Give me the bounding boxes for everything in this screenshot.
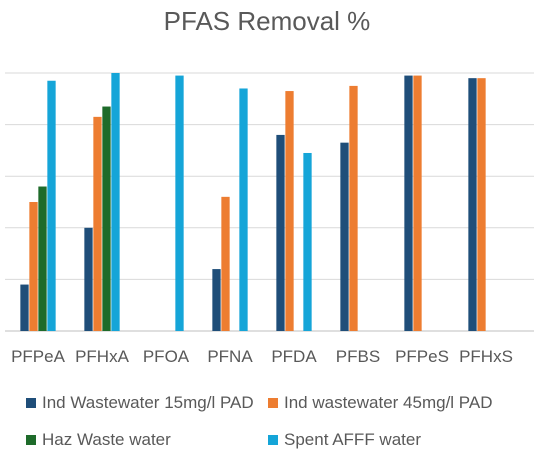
legend-label-3: Spent AFFF water	[284, 430, 421, 449]
x-tick-label-2: PFOA	[143, 347, 190, 366]
legend-label-2: Haz Waste water	[42, 430, 171, 449]
bar-PFHxS-series-1	[477, 78, 486, 331]
bar-PFHxA-series-1	[93, 116, 102, 331]
bar-PFPeS-series-0	[404, 75, 413, 331]
bar-PFPeA-series-3	[47, 80, 56, 332]
bar-PFHxS-series-0	[468, 78, 477, 331]
chart-title: PFAS Removal %	[163, 6, 371, 36]
x-tick-label-6: PFPeS	[395, 347, 449, 366]
legend-item-1: Ind wastewater 45mg/l PAD	[268, 393, 493, 413]
bar-PFNA-series-0	[212, 269, 221, 331]
legend-item-3: Spent AFFF water	[268, 430, 421, 450]
legend-swatch-3	[268, 435, 278, 445]
bar-PFDA-series-1	[285, 91, 294, 331]
legend-swatch-1	[268, 398, 278, 408]
x-tick-label-0: PFPeA	[11, 347, 66, 366]
bar-PFNA-series-1	[221, 196, 230, 331]
legend-swatch-0	[26, 398, 36, 408]
bar-PFHxA-series-0	[84, 227, 93, 331]
bar-PFBS-series-1	[349, 85, 358, 332]
bar-PFHxA-series-3	[111, 73, 120, 331]
legend-item-0: Ind Wastewater 15mg/l PAD	[26, 393, 254, 413]
bar-PFPeA-series-2	[38, 186, 47, 331]
legend-item-2: Haz Waste water	[26, 430, 171, 450]
bar-PFBS-series-0	[340, 142, 349, 331]
bar-PFPeA-series-0	[20, 284, 29, 331]
bar-PFDA-series-0	[276, 134, 285, 331]
x-tick-label-5: PFBS	[336, 347, 380, 366]
x-tick-label-4: PFDA	[271, 347, 317, 366]
legend-label-1: Ind wastewater 45mg/l PAD	[284, 393, 493, 412]
legend-swatch-2	[26, 435, 36, 445]
bar-PFPeS-series-1	[413, 75, 422, 331]
bar-PFHxA-series-2	[102, 106, 111, 331]
bar-PFDA-series-3	[303, 152, 312, 331]
bar-PFOA-series-3	[175, 75, 184, 331]
bar-PFPeA-series-1	[29, 202, 38, 331]
x-tick-label-3: PFNA	[207, 347, 253, 366]
legend-label-0: Ind Wastewater 15mg/l PAD	[42, 393, 254, 412]
x-tick-label-7: PFHxS	[459, 347, 513, 366]
bar-PFNA-series-3	[239, 88, 248, 331]
x-tick-label-1: PFHxA	[75, 347, 130, 366]
